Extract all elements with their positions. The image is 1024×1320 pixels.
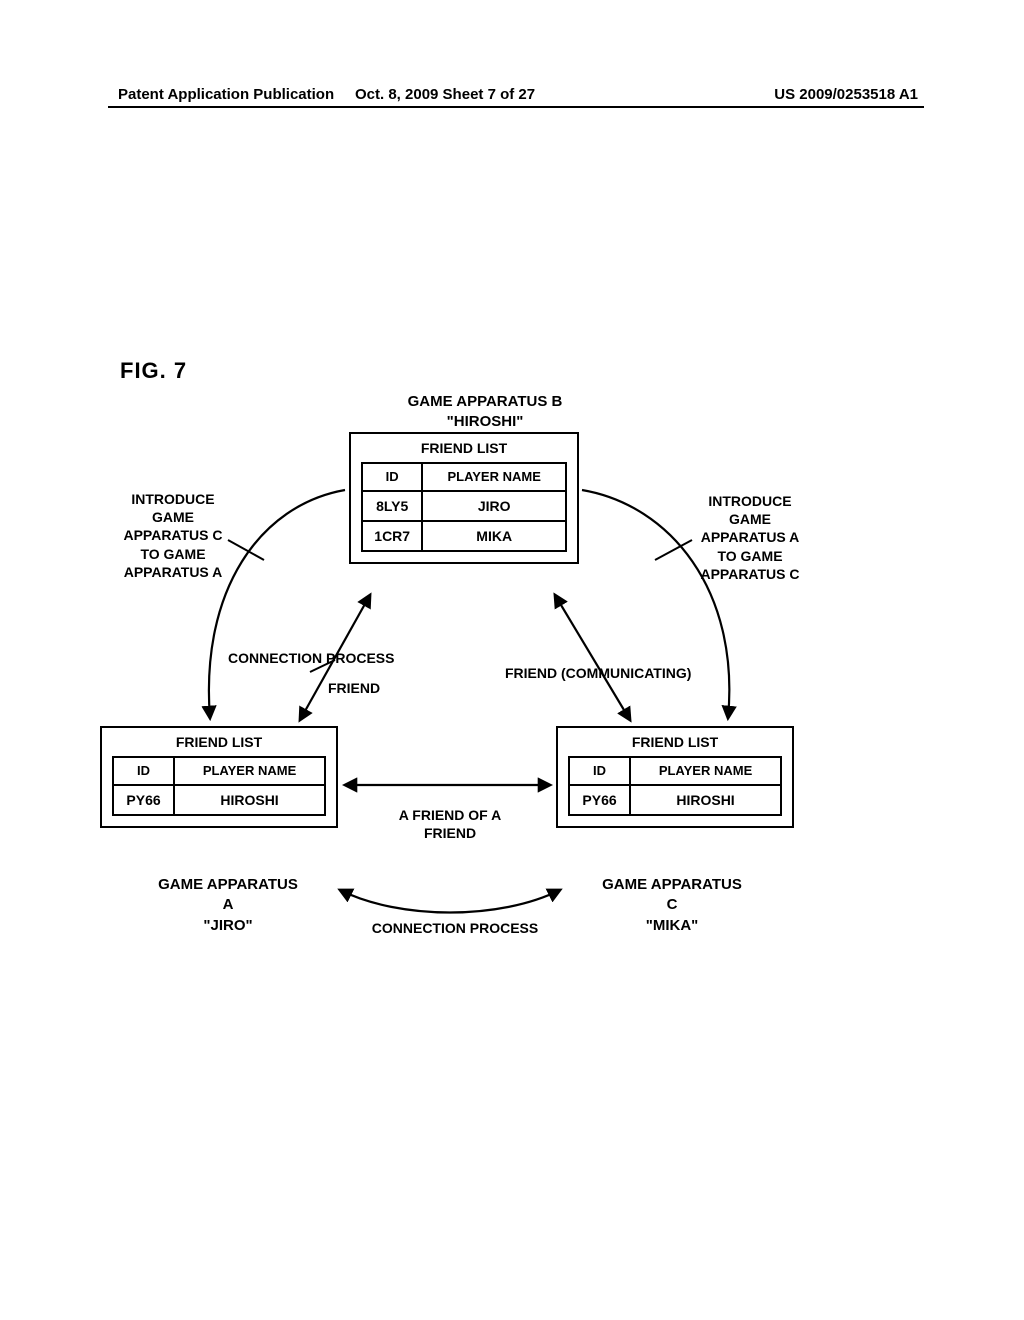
friend-comm-text: FRIEND (COMMUNICATING) xyxy=(505,665,691,681)
intro-left-label: INTRODUCE GAME APPARATUS C TO GAME APPAR… xyxy=(118,490,228,581)
cell-id: 8LY5 xyxy=(362,491,422,521)
cell-id: PY66 xyxy=(113,785,174,815)
friend-label-left: FRIEND xyxy=(328,680,380,696)
connection-process-left-label: CONNECTION PROCESS xyxy=(228,649,394,667)
header-center: Oct. 8, 2009 Sheet 7 of 27 xyxy=(355,86,535,103)
page: Patent Application Publication Oct. 8, 2… xyxy=(0,0,1024,1320)
friend-list-b-title: FRIEND LIST xyxy=(361,440,567,456)
cell-name: MIKA xyxy=(422,521,566,551)
table-row: 8LY5 JIRO xyxy=(362,491,566,521)
friend-table-c: ID PLAYER NAME PY66 HIROSHI xyxy=(568,756,782,816)
table-row: PY66 HIROSHI xyxy=(569,785,781,815)
intro-right-label: INTRODUCE GAME APPARATUS A TO GAME APPAR… xyxy=(695,492,805,583)
col-player: PLAYER NAME xyxy=(422,463,566,491)
connector-intro-right xyxy=(655,540,692,560)
arrow-intro-c-to-a xyxy=(209,490,345,718)
friend-list-b: FRIEND LIST ID PLAYER NAME 8LY5 JIRO 1CR… xyxy=(349,432,579,564)
friend-table-a: ID PLAYER NAME PY66 HIROSHI xyxy=(112,756,326,816)
connector-overlay xyxy=(0,0,1024,1320)
apparatus-a-line2: "JIRO" xyxy=(203,917,252,934)
col-id: ID xyxy=(362,463,422,491)
cell-name: HIROSHI xyxy=(630,785,781,815)
cell-id: PY66 xyxy=(569,785,630,815)
col-id: ID xyxy=(569,757,630,785)
friend-list-a: FRIEND LIST ID PLAYER NAME PY66 HIROSHI xyxy=(100,726,338,828)
friend-list-c-title: FRIEND LIST xyxy=(568,734,782,750)
apparatus-c-line1: GAME APPARATUS C xyxy=(602,876,742,913)
friend-label-right: FRIEND (COMMUNICATING) xyxy=(505,664,691,682)
apparatus-b-title: GAME APPARATUS B "HIROSHI" xyxy=(390,392,580,433)
friend-of-friend-label: A FRIEND OF A FRIEND xyxy=(385,806,515,842)
apparatus-c-title: GAME APPARATUS C "MIKA" xyxy=(597,875,747,936)
arrow-friend-b-c xyxy=(555,595,630,720)
header-right: US 2009/0253518 A1 xyxy=(774,86,918,103)
friend-list-c: FRIEND LIST ID PLAYER NAME PY66 HIROSHI xyxy=(556,726,794,828)
col-player: PLAYER NAME xyxy=(174,757,325,785)
cell-id: 1CR7 xyxy=(362,521,422,551)
connection-process-bottom-label: CONNECTION PROCESS xyxy=(365,920,545,936)
header-divider xyxy=(108,106,924,108)
table-header-row: ID PLAYER NAME xyxy=(569,757,781,785)
apparatus-b-line2: "HIROSHI" xyxy=(447,413,524,430)
col-player: PLAYER NAME xyxy=(630,757,781,785)
table-row: PY66 HIROSHI xyxy=(113,785,325,815)
header-left: Patent Application Publication xyxy=(118,86,334,103)
apparatus-c-line2: "MIKA" xyxy=(646,917,699,934)
table-row: 1CR7 MIKA xyxy=(362,521,566,551)
arrow-conn-bottom xyxy=(340,890,560,913)
figure-label: FIG. 7 xyxy=(120,358,187,384)
table-header-row: ID PLAYER NAME xyxy=(113,757,325,785)
cell-name: HIROSHI xyxy=(174,785,325,815)
connector-intro-left xyxy=(228,540,264,560)
apparatus-a-line1: GAME APPARATUS A xyxy=(158,876,298,913)
table-header-row: ID PLAYER NAME xyxy=(362,463,566,491)
cell-name: JIRO xyxy=(422,491,566,521)
apparatus-a-title: GAME APPARATUS A "JIRO" xyxy=(158,875,298,936)
friend-list-a-title: FRIEND LIST xyxy=(112,734,326,750)
friend-table-b: ID PLAYER NAME 8LY5 JIRO 1CR7 MIKA xyxy=(361,462,567,552)
apparatus-b-line1: GAME APPARATUS B xyxy=(408,393,563,410)
col-id: ID xyxy=(113,757,174,785)
connection-process-text: CONNECTION PROCESS xyxy=(228,650,394,666)
